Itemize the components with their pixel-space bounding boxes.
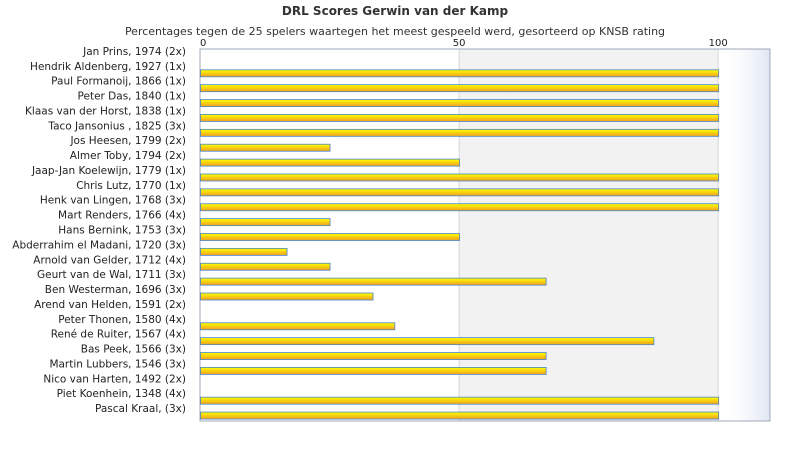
category-label: Arend van Helden, 1591 (2x)	[34, 299, 186, 311]
x-tick-label: 50	[453, 38, 466, 49]
category-label: Abderrahim el Madani, 1720 (3x)	[12, 239, 186, 251]
category-label: Paul Formanoij, 1866 (1x)	[51, 76, 186, 88]
bar	[200, 352, 547, 360]
bar	[200, 84, 720, 93]
bar	[200, 173, 720, 182]
x-tick-label: 0	[200, 38, 206, 49]
chart-title: DRL Scores Gerwin van der Kamp	[281, 4, 509, 18]
category-label: Peter Das, 1840 (1x)	[78, 91, 186, 103]
bar	[200, 218, 331, 227]
category-label: Taco Jansonius , 1825 (3x)	[47, 120, 186, 132]
category-label: Klaas van der Horst, 1838 (1x)	[25, 105, 186, 117]
bar	[200, 114, 720, 122]
bar	[200, 367, 547, 375]
category-label: Mart Renders, 1766 (4x)	[58, 210, 186, 222]
category-label: Ben Westerman, 1696 (3x)	[45, 284, 186, 296]
category-label: Piet Koenhein, 1348 (4x)	[57, 388, 186, 400]
bar	[200, 247, 288, 256]
bar	[200, 233, 460, 241]
category-label: Geurt van de Wal, 1711 (3x)	[37, 269, 186, 281]
category-label: Jaap-Jan Koelewijn, 1779 (1x)	[31, 165, 186, 177]
bar	[200, 396, 720, 405]
category-label: Jan Prins, 1974 (2x)	[82, 46, 186, 58]
category-label: Martin Lubbers, 1546 (3x)	[49, 358, 186, 370]
category-label: Hendrik Aldenberg, 1927 (1x)	[30, 61, 186, 73]
bar	[200, 143, 331, 152]
chart-subtitle: Percentages tegen de 25 spelers waartege…	[124, 25, 666, 38]
bar	[200, 69, 720, 78]
bar	[200, 158, 460, 167]
category-label: Chris Lutz, 1770 (1x)	[76, 180, 186, 192]
category-label: Bas Peek, 1566 (3x)	[81, 344, 186, 356]
category-label: Nico van Harten, 1492 (2x)	[43, 373, 186, 385]
category-label: René de Ruiter, 1567 (4x)	[51, 329, 186, 341]
category-label: Pascal Kraal, (3x)	[95, 403, 186, 415]
bar	[200, 411, 720, 420]
category-label: Jos Heesen, 1799 (2x)	[69, 135, 186, 147]
bar	[200, 277, 547, 286]
category-label: Henk van Lingen, 1768 (3x)	[40, 195, 186, 207]
bar	[200, 262, 331, 271]
bar	[200, 292, 374, 301]
bar	[200, 203, 720, 212]
bar	[200, 322, 396, 331]
bar	[200, 337, 655, 346]
x-tick-label: 100	[709, 38, 728, 49]
edge-fade	[718, 49, 770, 421]
plot-frame	[199, 48, 771, 422]
bar	[200, 128, 720, 137]
category-label: Hans Bernink, 1753 (3x)	[58, 225, 186, 237]
bar	[200, 188, 720, 197]
bar	[200, 99, 720, 107]
category-label: Almer Toby, 1794 (2x)	[70, 150, 186, 162]
category-label: Arnold van Gelder, 1712 (4x)	[33, 254, 186, 266]
category-label: Peter Thonen, 1580 (4x)	[58, 314, 186, 326]
